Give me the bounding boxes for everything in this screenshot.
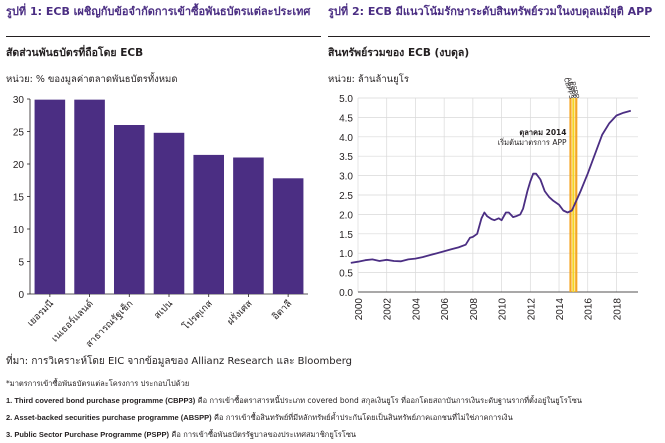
x-tick-label: 2008 — [469, 298, 480, 321]
y-tick-label: 4.5 — [339, 113, 353, 124]
note-1-text: คือ การเข้าซื้อตราสารหนี้ประเภท covered … — [195, 396, 582, 405]
note-1-bold: 1. Third covered bond purchase programme… — [6, 396, 196, 405]
figure2-unit: หน่วย: ล้านล้านยูโร — [328, 74, 409, 85]
source-text: ที่มา: การวิเคราะห์โดย EIC จากข้อมูลของ … — [6, 356, 353, 367]
notes: *มาตรการเข้าซื้อพันธบัตรแต่ละโครงการ ประ… — [6, 375, 582, 443]
y-tick-label: 0.0 — [339, 288, 353, 299]
x-tick-label: 2002 — [383, 298, 394, 321]
y-tick-label: 3.0 — [339, 172, 353, 183]
bar — [193, 154, 225, 294]
note-0: *มาตรการเข้าซื้อพันธบัตรแต่ละโครงการ ประ… — [6, 375, 582, 392]
bar — [74, 99, 105, 295]
marker-label: PSPP — [569, 81, 580, 100]
y-tick-label: 0 — [18, 290, 24, 301]
figure2-rule — [328, 36, 650, 37]
note-2: 2. Asset-backed securities purchase prog… — [6, 409, 582, 426]
note-2-bold: 2. Asset-backed securities purchase prog… — [6, 413, 212, 422]
y-tick-label: 5 — [18, 258, 24, 269]
y-tick-label: 30 — [13, 95, 25, 106]
figure1-unit: หน่วย: % ของมูลค่าตลาดพันธบัตรทั้งหมด — [6, 74, 178, 85]
y-tick-label: 0.5 — [339, 269, 353, 280]
y-tick-label: 15 — [13, 193, 25, 204]
x-tick-label: 2016 — [584, 298, 595, 321]
bar — [34, 99, 66, 295]
annotation-title: ตุลาคม 2014 — [519, 128, 566, 137]
y-tick-label: 4.0 — [339, 133, 353, 144]
note-3: 3. Public Sector Purchase Programme (PSP… — [6, 426, 582, 443]
y-tick-label: 25 — [13, 128, 25, 139]
y-tick-label: 3.5 — [339, 152, 353, 163]
x-tick-label: 2006 — [440, 298, 451, 321]
y-tick-label: 10 — [13, 225, 25, 236]
y-tick-label: 5.0 — [339, 94, 353, 105]
x-tick-label: 2018 — [612, 298, 623, 321]
x-tick-label: 2000 — [354, 298, 365, 321]
note-2-text: คือ การเข้าซื้อสินทรัพย์ที่มีหลักทรัพย์ค… — [211, 413, 513, 422]
x-tick-label: 2012 — [526, 298, 537, 321]
y-tick-label: 2.5 — [339, 191, 353, 202]
figure1-rule — [6, 36, 321, 37]
figure2-title: รูปที่ 2: ECB มีแนวโน้มรักษาระดับสินทรัพ… — [328, 5, 653, 18]
x-tick-label: 2014 — [555, 298, 566, 321]
y-tick-label: 2.0 — [339, 210, 353, 221]
bar — [233, 157, 264, 294]
note-3-text: คือ การเข้าซื้อพันธบัตรรัฐบาลของประเทศสม… — [168, 430, 357, 439]
note-0-text: *มาตรการเข้าซื้อพันธบัตรแต่ละโครงการ ประ… — [6, 379, 190, 388]
bar — [153, 132, 185, 294]
y-tick-label: 1.5 — [339, 230, 353, 241]
bar — [272, 178, 304, 294]
bar — [113, 125, 145, 294]
series-line — [350, 109, 632, 264]
note-1: 1. Third covered bond purchase programme… — [6, 392, 582, 409]
note-3-bold: 3. Public Sector Purchase Programme (PSP… — [6, 430, 169, 439]
y-tick-label: 20 — [13, 160, 25, 171]
figure1-title: รูปที่ 1: ECB เผชิญกับข้อจำกัดการเข้าซื้… — [6, 5, 311, 18]
x-tick-label: 2010 — [498, 298, 509, 321]
figure2-subtitle: สินทรัพย์รวมของ ECB (งบดุล) — [328, 47, 470, 59]
x-tick-label: 2004 — [411, 298, 422, 321]
figure1-subtitle: สัดส่วนพันธบัตรที่ถือโดย ECB — [6, 47, 144, 59]
y-tick-label: 1.0 — [339, 249, 353, 260]
annotation-text: เริ่มต้นมาตรการ APP — [498, 137, 567, 147]
